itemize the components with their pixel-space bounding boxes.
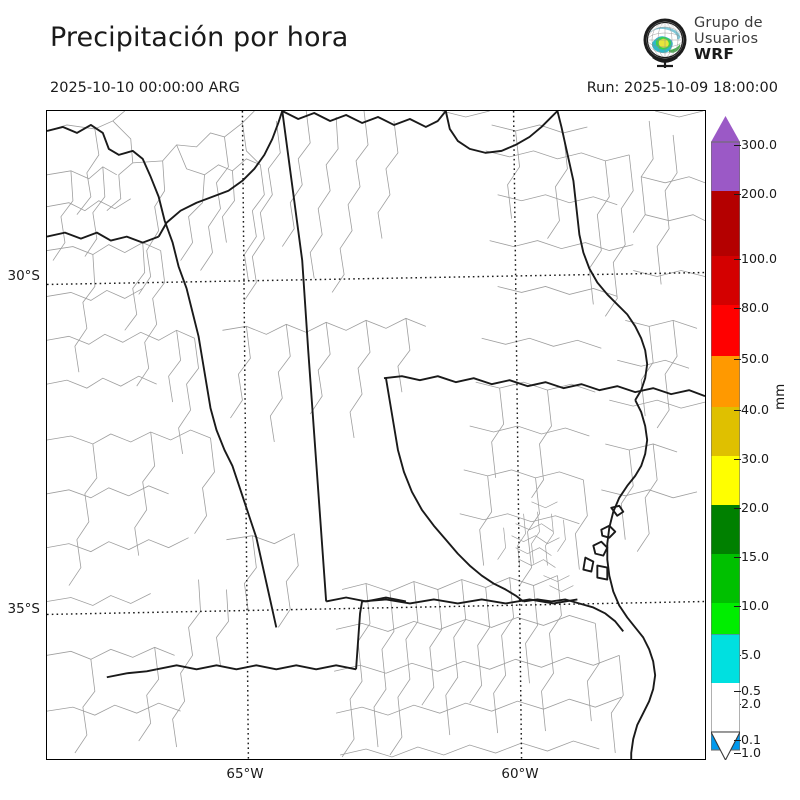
colorbar-band-200-300 [711,142,740,191]
colorbar-tick-1: 1.0 [734,745,761,760]
colorbar-tick-01: 0.1 [734,732,761,747]
colorbar-tick-15: 15.0 [734,549,769,564]
colorbar-band-80-100 [711,256,740,305]
lon-tick-label-65w: 65°W [226,766,264,782]
map-plot-area[interactable] [46,110,706,760]
colorbar-tick-30: 30.0 [734,451,769,466]
colorbar-units-label: mm [772,383,788,410]
colorbar-tick-40: 40.0 [734,402,769,417]
lat-tick-label-35s: 35°S [7,601,41,617]
colorbar-band-20-30 [711,456,740,505]
logo-line-3: WRF [694,45,735,63]
logo-text-block: Grupo de Usuarios WRF [694,15,798,63]
wrf-user-group-logo: Grupo de Usuarios WRF [639,15,798,69]
colorbar-tick-labels: 300.0 200.0 100.0 80.0 50.0 40.0 30.0 20… [734,116,799,760]
colorbar-extend-bottom [711,731,740,760]
colorbar-band-15-20 [711,505,740,554]
colorbar-band-40-50 [711,356,740,407]
colorbar-tick-100: 100.0 [734,251,777,266]
page-title: Precipitación por hora [50,22,349,53]
colorbar-tick-50: 50.0 [734,351,769,366]
colorbar-tick-80: 80.0 [734,300,769,315]
lat-tick-label-30s: 30°S [7,268,41,284]
gridline-lat-35s [47,600,705,616]
colorbar-tick-20: 20.0 [734,500,769,515]
colorbar-tick-10: 10.0 [734,598,769,613]
colorbar-band-30-40 [711,407,740,456]
colorbar-tick-200: 200.0 [734,186,777,201]
colorbar-lower[interactable] [711,634,740,760]
colorbar-band-05-1 [711,634,740,683]
colorbar-band-50-80 [711,305,740,356]
colorbar-extend-top [711,116,740,142]
wrf-globe-logo-icon [643,18,687,68]
colorbar-band-100-200 [711,191,740,256]
lon-tick-label-60w: 60°W [501,766,539,782]
valid-time-label: 2025-10-10 00:00:00 ARG [50,80,240,96]
gridline-lon-60w [512,111,523,759]
colorbar-band-10-15 [711,554,740,603]
colorbar-tick-05: 0.5 [734,683,761,698]
colorbar-tick-2: 2.0 [734,696,761,711]
map-geography [47,111,705,759]
run-info-label: Run: 2025-10-09 18:00:00 [586,80,778,96]
province-boundaries [47,111,705,759]
gridline-lat-30s [47,271,705,286]
subdivision-boundaries [47,111,705,758]
colorbar-tick-5: 5.0 [734,647,761,662]
gridline-lon-65w [241,111,250,759]
graticule-grid [47,111,705,759]
logo-line-2: Usuarios [694,30,759,47]
logo-line-1: Grupo de [694,15,763,31]
colorbar-tick-300: 300.0 [734,137,777,152]
